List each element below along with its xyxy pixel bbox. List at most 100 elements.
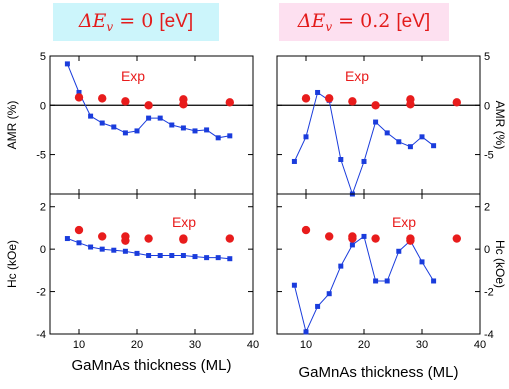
- simulation-point: [315, 303, 321, 309]
- simulation-point: [384, 130, 390, 136]
- simulation-point: [326, 291, 332, 297]
- experiment-point: [74, 225, 84, 235]
- y-tick-label: -2: [484, 287, 494, 299]
- experiment-point: [406, 100, 415, 109]
- simulation-line: [293, 235, 435, 334]
- experiment-point: [452, 234, 461, 243]
- simulation-point: [419, 134, 425, 140]
- experiment-point: [121, 97, 130, 106]
- y-tick-label: -4: [36, 329, 46, 341]
- y-tick-label: 2: [484, 202, 490, 214]
- simulation-point: [146, 253, 152, 259]
- x-tick-label: 10: [300, 339, 312, 351]
- experiment-point: [98, 232, 107, 241]
- title-left-text: ΔEv = 0 [eV]: [78, 10, 194, 34]
- simulation-point: [146, 115, 152, 121]
- simulation-point: [291, 158, 297, 164]
- experiment-point: [179, 100, 188, 109]
- y-tick-label: 5: [40, 51, 46, 63]
- experiment-point: [225, 234, 234, 243]
- simulation-point: [431, 278, 437, 284]
- experiment-point: [144, 101, 153, 110]
- simulation-point: [373, 278, 379, 284]
- simulation-point: [99, 246, 105, 252]
- experiment-point: [348, 234, 357, 243]
- y-tick-label: 2: [40, 202, 46, 214]
- x-tick-label: 30: [416, 339, 428, 351]
- x-tick-label: 40: [247, 339, 259, 351]
- simulation-point: [122, 130, 128, 136]
- experiment-point: [225, 98, 234, 107]
- simulation-point: [111, 247, 117, 253]
- simulation-point: [204, 255, 210, 261]
- exp-annotation: Exp: [392, 214, 416, 230]
- experiment-point: [452, 98, 461, 107]
- title-right-text: ΔEv = 0.2 [eV]: [297, 10, 431, 34]
- simulation-point: [88, 244, 94, 250]
- simulation-point: [227, 256, 233, 262]
- experiment-point: [348, 97, 357, 106]
- y-tick-label: -5: [36, 150, 46, 162]
- y-tick-label: 0: [484, 244, 490, 256]
- y-tick-label: 0: [40, 244, 46, 256]
- x-tick-label: 20: [131, 339, 143, 351]
- simulation-point: [361, 158, 367, 164]
- simulation-point: [384, 278, 390, 284]
- simulation-point: [338, 157, 344, 162]
- simulation-line: [66, 63, 230, 139]
- simulation-point: [64, 236, 70, 242]
- y-axis-label: Hc (kOe): [493, 240, 507, 288]
- simulation-point: [88, 113, 94, 119]
- exp-annotation: Exp: [345, 68, 369, 84]
- simulation-point: [315, 89, 321, 95]
- simulation-point: [180, 125, 186, 131]
- simulation-point: [349, 242, 355, 248]
- simulation-point: [134, 250, 140, 256]
- simulation-point: [215, 255, 221, 261]
- simulation-point: [111, 124, 117, 130]
- x-axis-label: GaMnAs thickness (ML): [298, 364, 458, 381]
- simulation-point: [215, 135, 221, 141]
- x-tick-label: 10: [73, 339, 85, 351]
- simulation-point: [169, 253, 175, 259]
- simulation-point: [291, 282, 297, 288]
- simulation-point: [76, 89, 82, 95]
- simulation-point: [303, 329, 309, 335]
- simulation-point: [431, 143, 437, 149]
- experiment-point: [371, 101, 380, 110]
- x-axis-label: GaMnAs thickness (ML): [71, 357, 231, 374]
- simulation-point: [396, 139, 402, 145]
- y-tick-label: 0: [484, 100, 490, 112]
- plot-frame-bottom-left: [49, 193, 254, 335]
- experiment-point: [179, 235, 188, 244]
- simulation-point: [122, 248, 128, 254]
- simulation-point: [227, 133, 233, 139]
- x-tick-label: 30: [189, 339, 201, 351]
- simulation-point: [76, 240, 82, 246]
- exp-annotation: Exp: [121, 68, 145, 84]
- exp-annotation: Exp: [172, 214, 196, 230]
- simulation-point: [180, 253, 186, 259]
- simulation-point: [157, 115, 163, 121]
- x-tick-label: 40: [474, 339, 486, 351]
- simulation-point: [407, 144, 413, 150]
- experiment-point: [301, 94, 311, 103]
- simulation-point: [192, 254, 198, 260]
- experiment-point: [325, 232, 334, 241]
- y-axis-label: AMR (%): [5, 101, 19, 150]
- experiment-point: [325, 94, 334, 103]
- simulation-point: [338, 263, 344, 269]
- plot-frame-top-left: [49, 55, 254, 195]
- simulation-point: [419, 259, 425, 265]
- simulation-point: [303, 134, 309, 140]
- y-tick-label: 5: [484, 51, 490, 63]
- simulation-point: [361, 233, 367, 239]
- simulation-point: [134, 128, 140, 134]
- simulation-point: [192, 128, 198, 134]
- experiment-point: [301, 225, 311, 235]
- y-tick-label: 0: [40, 100, 46, 112]
- experiment-point: [371, 234, 380, 243]
- simulation-point: [157, 253, 163, 259]
- simulation-point: [64, 61, 70, 67]
